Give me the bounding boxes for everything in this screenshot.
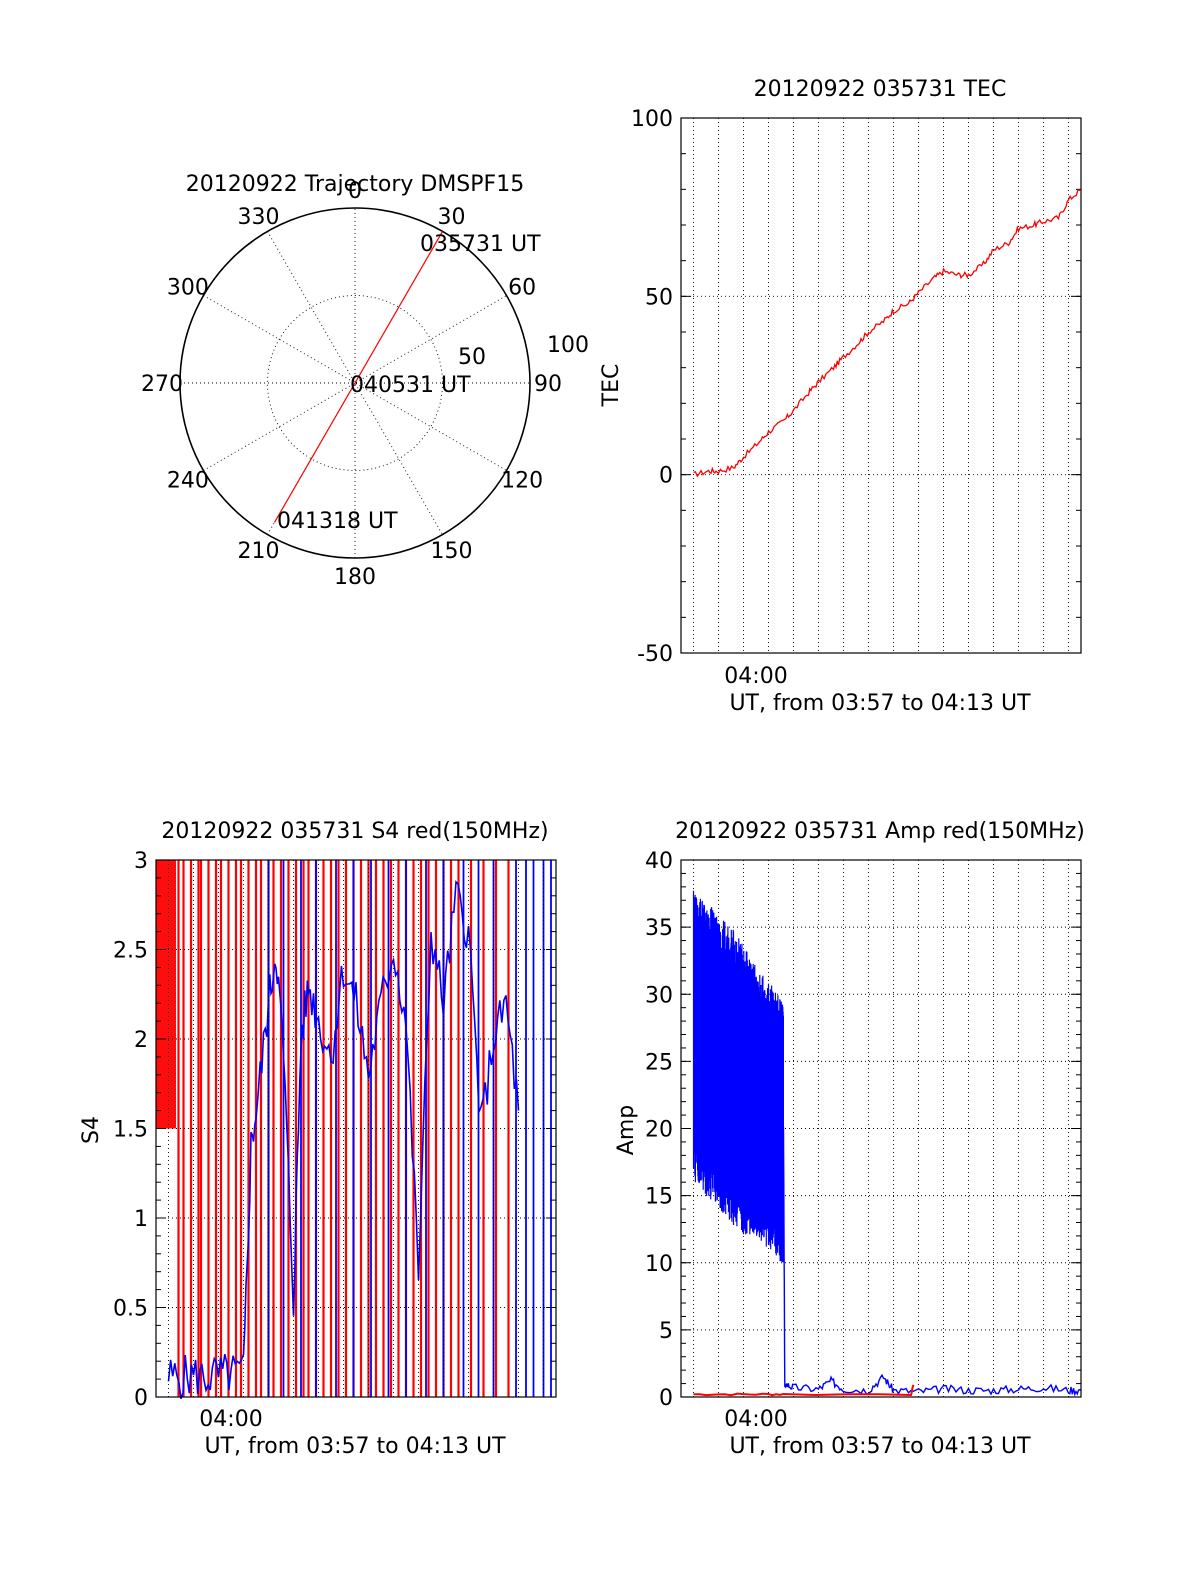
s4-x-label: UT, from 03:57 to 04:13 UT — [204, 1434, 506, 1459]
tec-y-ticks: -50 0 50 100 — [631, 107, 1081, 667]
amp-title: 20120922 035731 Amp red(150MHz) — [675, 819, 1085, 844]
y-tick-label: -50 — [637, 642, 673, 667]
s4-series-marks — [156, 860, 552, 1400]
tec-frame — [680, 117, 1082, 654]
polar-inner-circle — [267, 295, 443, 471]
s4-y-label: S4 — [79, 1116, 104, 1144]
s4-y-ticks: 0 0.5 1 1.5 2 2.5 3 — [113, 849, 556, 1411]
y-tick-label: 40 — [645, 849, 673, 874]
track-label-start: 035731 UT — [420, 232, 541, 257]
polar-angle-label: 240 — [167, 469, 209, 494]
y-tick-label: 0 — [659, 1386, 673, 1411]
y-tick-label: 2.5 — [113, 939, 148, 964]
amp-y-label: Amp — [614, 1105, 639, 1155]
amp-frame — [680, 859, 1082, 1398]
amp-panel: 20120922 035731 Amp red(150MHz) 0 5 10 15 20… — [614, 819, 1085, 1459]
polar-angle-label: 330 — [238, 205, 280, 230]
trajectory-title: 20120922 Trajectory DMSPF15 — [186, 172, 524, 197]
amp-series-marks — [692, 890, 1082, 1397]
polar-radial-tick-100: 100 — [547, 333, 589, 358]
tec-x-label: UT, from 03:57 to 04:13 UT — [729, 691, 1031, 716]
s4-gridlines — [156, 860, 556, 1397]
polar-radial-tick-50: 50 — [458, 345, 486, 370]
polar-angle-label: 0 — [348, 179, 362, 204]
polar-grid — [179, 207, 531, 559]
track-label-mid: 040531 UT — [350, 373, 471, 398]
tec-title: 20120922 035731 TEC — [754, 77, 1007, 102]
polar-angle-label: 60 — [508, 276, 536, 301]
polar-angle-label: 30 — [438, 205, 466, 230]
polar-angle-label: 120 — [501, 469, 543, 494]
s4-title: 20120922 035731 S4 red(150MHz) — [161, 819, 548, 844]
polar-angle-label: 90 — [534, 372, 562, 397]
tec-gridlines — [681, 118, 1081, 653]
y-tick-label: 15 — [645, 1185, 673, 1210]
amp-y-ticks: 0 5 10 15 20 25 30 35 40 — [645, 849, 1081, 1411]
y-tick-label: 1 — [134, 1207, 148, 1232]
tec-series-line — [693, 188, 1082, 478]
track-label-end: 041318 UT — [277, 509, 398, 534]
satellite-track-line — [273, 231, 444, 523]
trajectory-panel: 20120922 Trajectory DMSPF15 0 30 60 90 120 15… — [141, 172, 589, 590]
polar-angle-label: 180 — [334, 565, 376, 590]
amp-blue-noise-band — [692, 890, 784, 1263]
s4-red-block — [156, 860, 176, 1129]
amp-blue-series — [693, 1028, 1082, 1397]
y-tick-label: 35 — [645, 916, 673, 941]
y-tick-label: 0 — [659, 464, 673, 489]
polar-angle-label: 150 — [431, 539, 473, 564]
s4-blue-series — [167, 880, 520, 1400]
y-tick-label: 1.5 — [113, 1118, 148, 1143]
amp-x-tick-label: 04:00 — [724, 1407, 787, 1432]
polar-angle-label: 210 — [238, 539, 280, 564]
s4-frame — [155, 859, 557, 1398]
y-tick-label: 0.5 — [113, 1297, 148, 1322]
y-tick-label: 50 — [645, 285, 673, 310]
y-tick-label: 3 — [134, 849, 148, 874]
amp-red-series — [693, 1384, 915, 1397]
s4-x-tick-label: 04:00 — [199, 1407, 262, 1432]
polar-angle-labels: 0 30 60 90 120 150 180 210 240 270 300 330 — [141, 179, 562, 590]
y-tick-label: 2 — [134, 1028, 148, 1053]
s4-panel: 20120922 035731 S4 red(150MHz) 0 0.5 1 1.5 2… — [79, 819, 557, 1459]
tec-y-label: TEC — [599, 364, 624, 408]
y-tick-label: 20 — [645, 1118, 673, 1143]
y-tick-label: 100 — [631, 107, 673, 132]
amp-x-label: UT, from 03:57 to 04:13 UT — [729, 1434, 1031, 1459]
polar-angle-label: 300 — [167, 276, 209, 301]
y-tick-label: 30 — [645, 983, 673, 1008]
y-tick-label: 10 — [645, 1252, 673, 1277]
tec-x-tick-label: 04:00 — [724, 664, 787, 689]
y-tick-label: 5 — [659, 1319, 673, 1344]
polar-angle-label: 270 — [141, 372, 183, 397]
y-tick-label: 0 — [134, 1386, 148, 1411]
y-tick-label: 25 — [645, 1050, 673, 1075]
